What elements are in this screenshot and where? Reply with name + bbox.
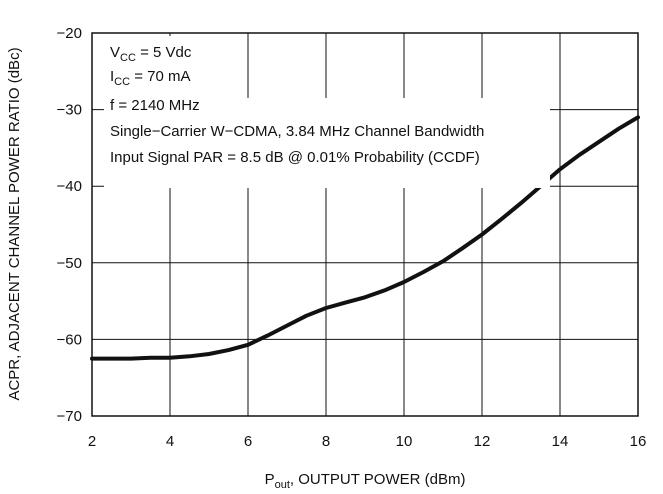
y-tick-label: −30 — [57, 102, 82, 119]
y-tick-labels: −70 −60 −50 −40 −30 −20 — [57, 25, 82, 425]
y-tick-label: −50 — [57, 255, 82, 272]
annotation-icc-sub: CC — [114, 76, 130, 88]
annotation-vcc: VCC = 5 Vdc — [110, 44, 192, 64]
x-axis-title-rest: , OUTPUT POWER (dBm) — [290, 471, 466, 488]
x-tick-label: 14 — [552, 433, 569, 450]
annotation-vcc-rest: = 5 Vdc — [136, 44, 192, 61]
x-axis-title-sub: out — [275, 479, 290, 491]
annotation-vcc-main: V — [110, 44, 120, 61]
annotation-vcc-sub: CC — [120, 52, 136, 64]
x-tick-label: 6 — [244, 433, 252, 450]
y-tick-label: −20 — [57, 25, 82, 42]
y-axis-title: ACPR, ADJACENT CHANNEL POWER RATIO (dBc) — [6, 47, 23, 400]
x-axis-title-main: P — [265, 471, 275, 488]
annotation-box — [104, 98, 550, 188]
annotation-icc-rest: = 70 mA — [130, 68, 190, 85]
x-axis-title: Pout, OUTPUT POWER (dBm) — [265, 471, 466, 491]
y-tick-label: −60 — [57, 331, 82, 348]
x-tick-label: 12 — [474, 433, 491, 450]
annotation-small-box — [104, 36, 228, 98]
plot-frame — [91, 32, 639, 417]
annotation-frequency: f = 2140 MHz — [110, 97, 200, 114]
x-tick-label: 2 — [88, 433, 96, 450]
x-tick-label: 4 — [166, 433, 174, 450]
x-tick-label: 16 — [630, 433, 647, 450]
annotation-carrier: Single−Carrier W−CDMA, 3.84 MHz Channel … — [110, 123, 484, 140]
annotation-icc: ICC = 70 mA — [110, 68, 191, 88]
x-tick-labels: 2 4 6 8 10 12 14 16 — [88, 433, 647, 450]
annotation-icc-main: I — [110, 68, 114, 85]
y-tick-label: −40 — [57, 178, 82, 195]
x-tick-label: 10 — [396, 433, 413, 450]
x-tick-label: 8 — [322, 433, 330, 450]
y-tick-label: −70 — [57, 408, 82, 425]
annotation-par: Input Signal PAR = 8.5 dB @ 0.01% Probab… — [110, 149, 480, 166]
